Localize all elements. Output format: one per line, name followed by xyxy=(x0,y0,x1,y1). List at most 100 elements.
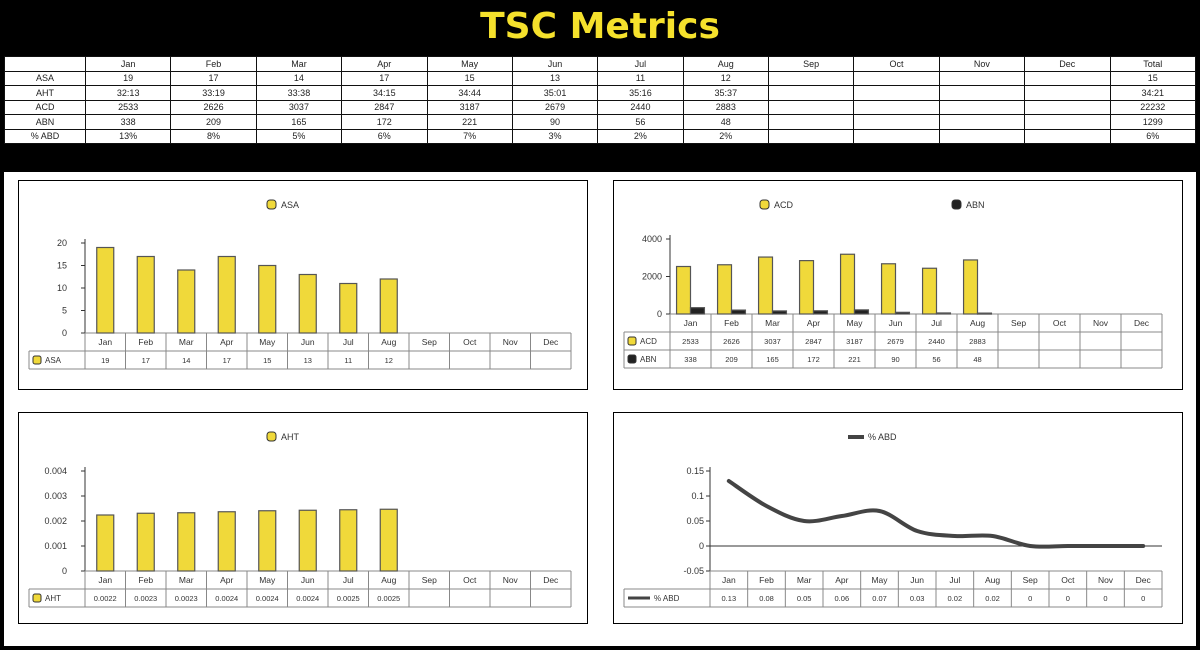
x-tick-label: Nov xyxy=(503,337,519,347)
table-cell xyxy=(938,70,1026,86)
legend-swatch xyxy=(266,431,277,442)
table-cell xyxy=(938,114,1026,130)
x-tick-label: Aug xyxy=(985,575,1000,585)
x-tick-label: May xyxy=(871,575,888,585)
data-label: 0.0025 xyxy=(377,594,400,603)
x-tick-label: Mar xyxy=(179,337,194,347)
table-cell: 2847 xyxy=(341,99,428,115)
bar xyxy=(689,307,706,315)
bar xyxy=(258,510,277,572)
data-label: 14 xyxy=(182,356,190,365)
table-column-header: Total xyxy=(1109,56,1196,72)
x-tick-label: Feb xyxy=(138,575,153,585)
bar xyxy=(962,259,979,315)
table-cell xyxy=(1024,128,1111,144)
table-column-header: Apr xyxy=(341,56,428,72)
table-cell xyxy=(1024,85,1111,101)
table-cell: 221 xyxy=(426,114,513,130)
bar xyxy=(853,309,870,315)
x-tick-label: Apr xyxy=(807,318,820,328)
table-cell: 2% xyxy=(597,128,684,144)
table-cell xyxy=(767,128,855,144)
metrics-table: Jan Feb Mar Apr May Jun Jul Aug Sep Oct Nov Dec Tota… xyxy=(4,56,1196,144)
table-cell: 209 xyxy=(170,114,257,130)
table-cell: 3% xyxy=(511,128,599,144)
table-cell xyxy=(853,114,940,130)
table-column-header: Oct xyxy=(853,56,940,72)
table-cell: 33:19 xyxy=(170,85,257,101)
series-line xyxy=(726,479,1146,549)
table-cell xyxy=(767,114,855,130)
data-label: 48 xyxy=(973,355,981,364)
x-tick-label: Nov xyxy=(503,575,519,585)
table-legend-key xyxy=(32,593,42,603)
bar xyxy=(730,309,747,315)
table-row-label: % ABD xyxy=(4,128,86,144)
x-tick-label: May xyxy=(846,318,863,328)
bar xyxy=(96,514,115,572)
x-tick-label: Jan xyxy=(98,337,112,347)
x-tick-label: Jan xyxy=(98,575,112,585)
y-tick-label: 0 xyxy=(657,309,662,319)
bar xyxy=(177,269,196,334)
table-cell: 34:44 xyxy=(426,85,513,101)
table-cell: 2679 xyxy=(511,99,599,115)
data-label: 3037 xyxy=(764,337,781,346)
table-cell xyxy=(938,128,1026,144)
x-tick-label: Mar xyxy=(797,575,812,585)
table-cell: 15 xyxy=(426,70,513,86)
table-cell: 32:13 xyxy=(84,85,172,101)
data-label: 2533 xyxy=(682,337,699,346)
bar xyxy=(379,508,398,572)
data-label: 0 xyxy=(1028,594,1032,603)
table-cell: 11 xyxy=(597,70,684,86)
data-label: 338 xyxy=(684,355,697,364)
table-row: ABN 338 209 165 172 221 90 56 48 1299 xyxy=(4,114,1196,130)
data-label: 0.02 xyxy=(985,594,1000,603)
data-label: 0.03 xyxy=(910,594,925,603)
asa-chart-panel: ASA 0 5 10 15 20 Jan Feb Mar Apr May Jun Jul Aug Sep Oc… xyxy=(18,180,588,390)
y-tick-label: 0 xyxy=(62,566,67,576)
abd-chart: % ABD -0.05 0 0.05 0.1 0.15 Jan Feb Mar Apr May Jun… xyxy=(623,432,1163,608)
x-tick-label: Sep xyxy=(422,337,437,347)
bar xyxy=(798,260,815,315)
data-label: 90 xyxy=(891,355,899,364)
data-label: 0.0023 xyxy=(175,594,198,603)
data-label: 17 xyxy=(142,356,150,365)
table-series-label: ABN xyxy=(640,355,657,364)
y-tick-label: 15 xyxy=(57,261,67,271)
legend-label: ASA xyxy=(281,200,299,210)
x-tick-label: Dec xyxy=(543,337,559,347)
legend-swatch xyxy=(266,199,277,210)
y-tick-label: 10 xyxy=(57,283,67,293)
bar xyxy=(217,255,236,334)
table-cell xyxy=(1024,99,1111,115)
bar xyxy=(339,282,358,334)
asa-chart: ASA 0 5 10 15 20 Jan Feb Mar Apr May Jun Jul Aug Sep Oc… xyxy=(28,199,572,370)
data-label: 0 xyxy=(1066,594,1070,603)
data-label: 2440 xyxy=(928,337,945,346)
data-label: 19 xyxy=(101,356,109,365)
bar xyxy=(379,278,398,334)
legend-label: ACD xyxy=(774,200,794,210)
table-cell: 15 xyxy=(1109,70,1196,86)
table-cell: 13% xyxy=(84,128,172,144)
table-cell: 90 xyxy=(511,114,599,130)
data-label: 0.07 xyxy=(872,594,887,603)
bar xyxy=(976,312,993,315)
y-tick-label: 20 xyxy=(57,238,67,248)
y-tick-label: 0.004 xyxy=(44,466,67,476)
table-column-header: Mar xyxy=(255,56,343,72)
table-cell: 2533 xyxy=(84,99,172,115)
data-label: 0.06 xyxy=(835,594,850,603)
table-cell xyxy=(853,99,940,115)
data-label: 15 xyxy=(263,356,271,365)
x-tick-label: May xyxy=(259,337,276,347)
x-tick-label: Sep xyxy=(1011,318,1026,328)
data-label: 172 xyxy=(807,355,820,364)
data-label: 2626 xyxy=(723,337,740,346)
y-tick-label: 0.002 xyxy=(44,516,67,526)
data-label: 165 xyxy=(766,355,779,364)
table-cell: 34:15 xyxy=(341,85,428,101)
abd-chart-panel: % ABD -0.05 0 0.05 0.1 0.15 Jan Feb Mar Apr May Jun… xyxy=(613,412,1183,624)
